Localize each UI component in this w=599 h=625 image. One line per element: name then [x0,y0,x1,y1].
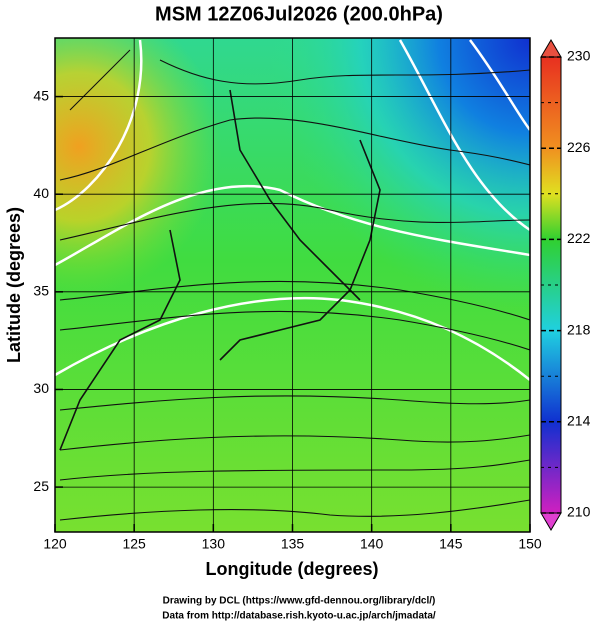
credit: Data from http://database.rish.kyoto-u.a… [162,611,436,622]
y-tick-label: 40 [33,185,49,201]
y-tick-label: 25 [33,478,49,494]
colorbar-tick-label: 214 [567,413,591,429]
x-tick-label: 130 [202,536,226,552]
x-tick-label: 150 [518,536,542,552]
title: MSM 12Z06Jul2026 (200.0hPa) [155,3,443,25]
colorbar-bottom [540,512,562,531]
colorbar-tick-label: 222 [567,230,591,246]
x-tick-label: 125 [122,536,146,552]
x-tick-label: 145 [439,536,463,552]
colorbar-top [540,39,562,58]
y-axis-label: Latitude (degrees) [4,207,24,363]
x-tick-label: 120 [43,536,67,552]
x-axis-label: Longitude (degrees) [205,559,378,579]
x-tick-label: 140 [360,536,384,552]
y-tick-label: 45 [33,87,49,103]
colorbar-tick-label: 230 [567,48,591,64]
colorbar-tick-label: 226 [567,139,591,155]
credit: Drawing by DCL (https://www.gfd-dennou.o… [163,596,436,607]
colorbar-tick-label: 210 [567,504,591,520]
y-tick-label: 30 [33,380,49,396]
y-tick-label: 35 [33,283,49,299]
colorbar-tick-label: 218 [567,321,591,337]
x-tick-label: 135 [281,536,305,552]
